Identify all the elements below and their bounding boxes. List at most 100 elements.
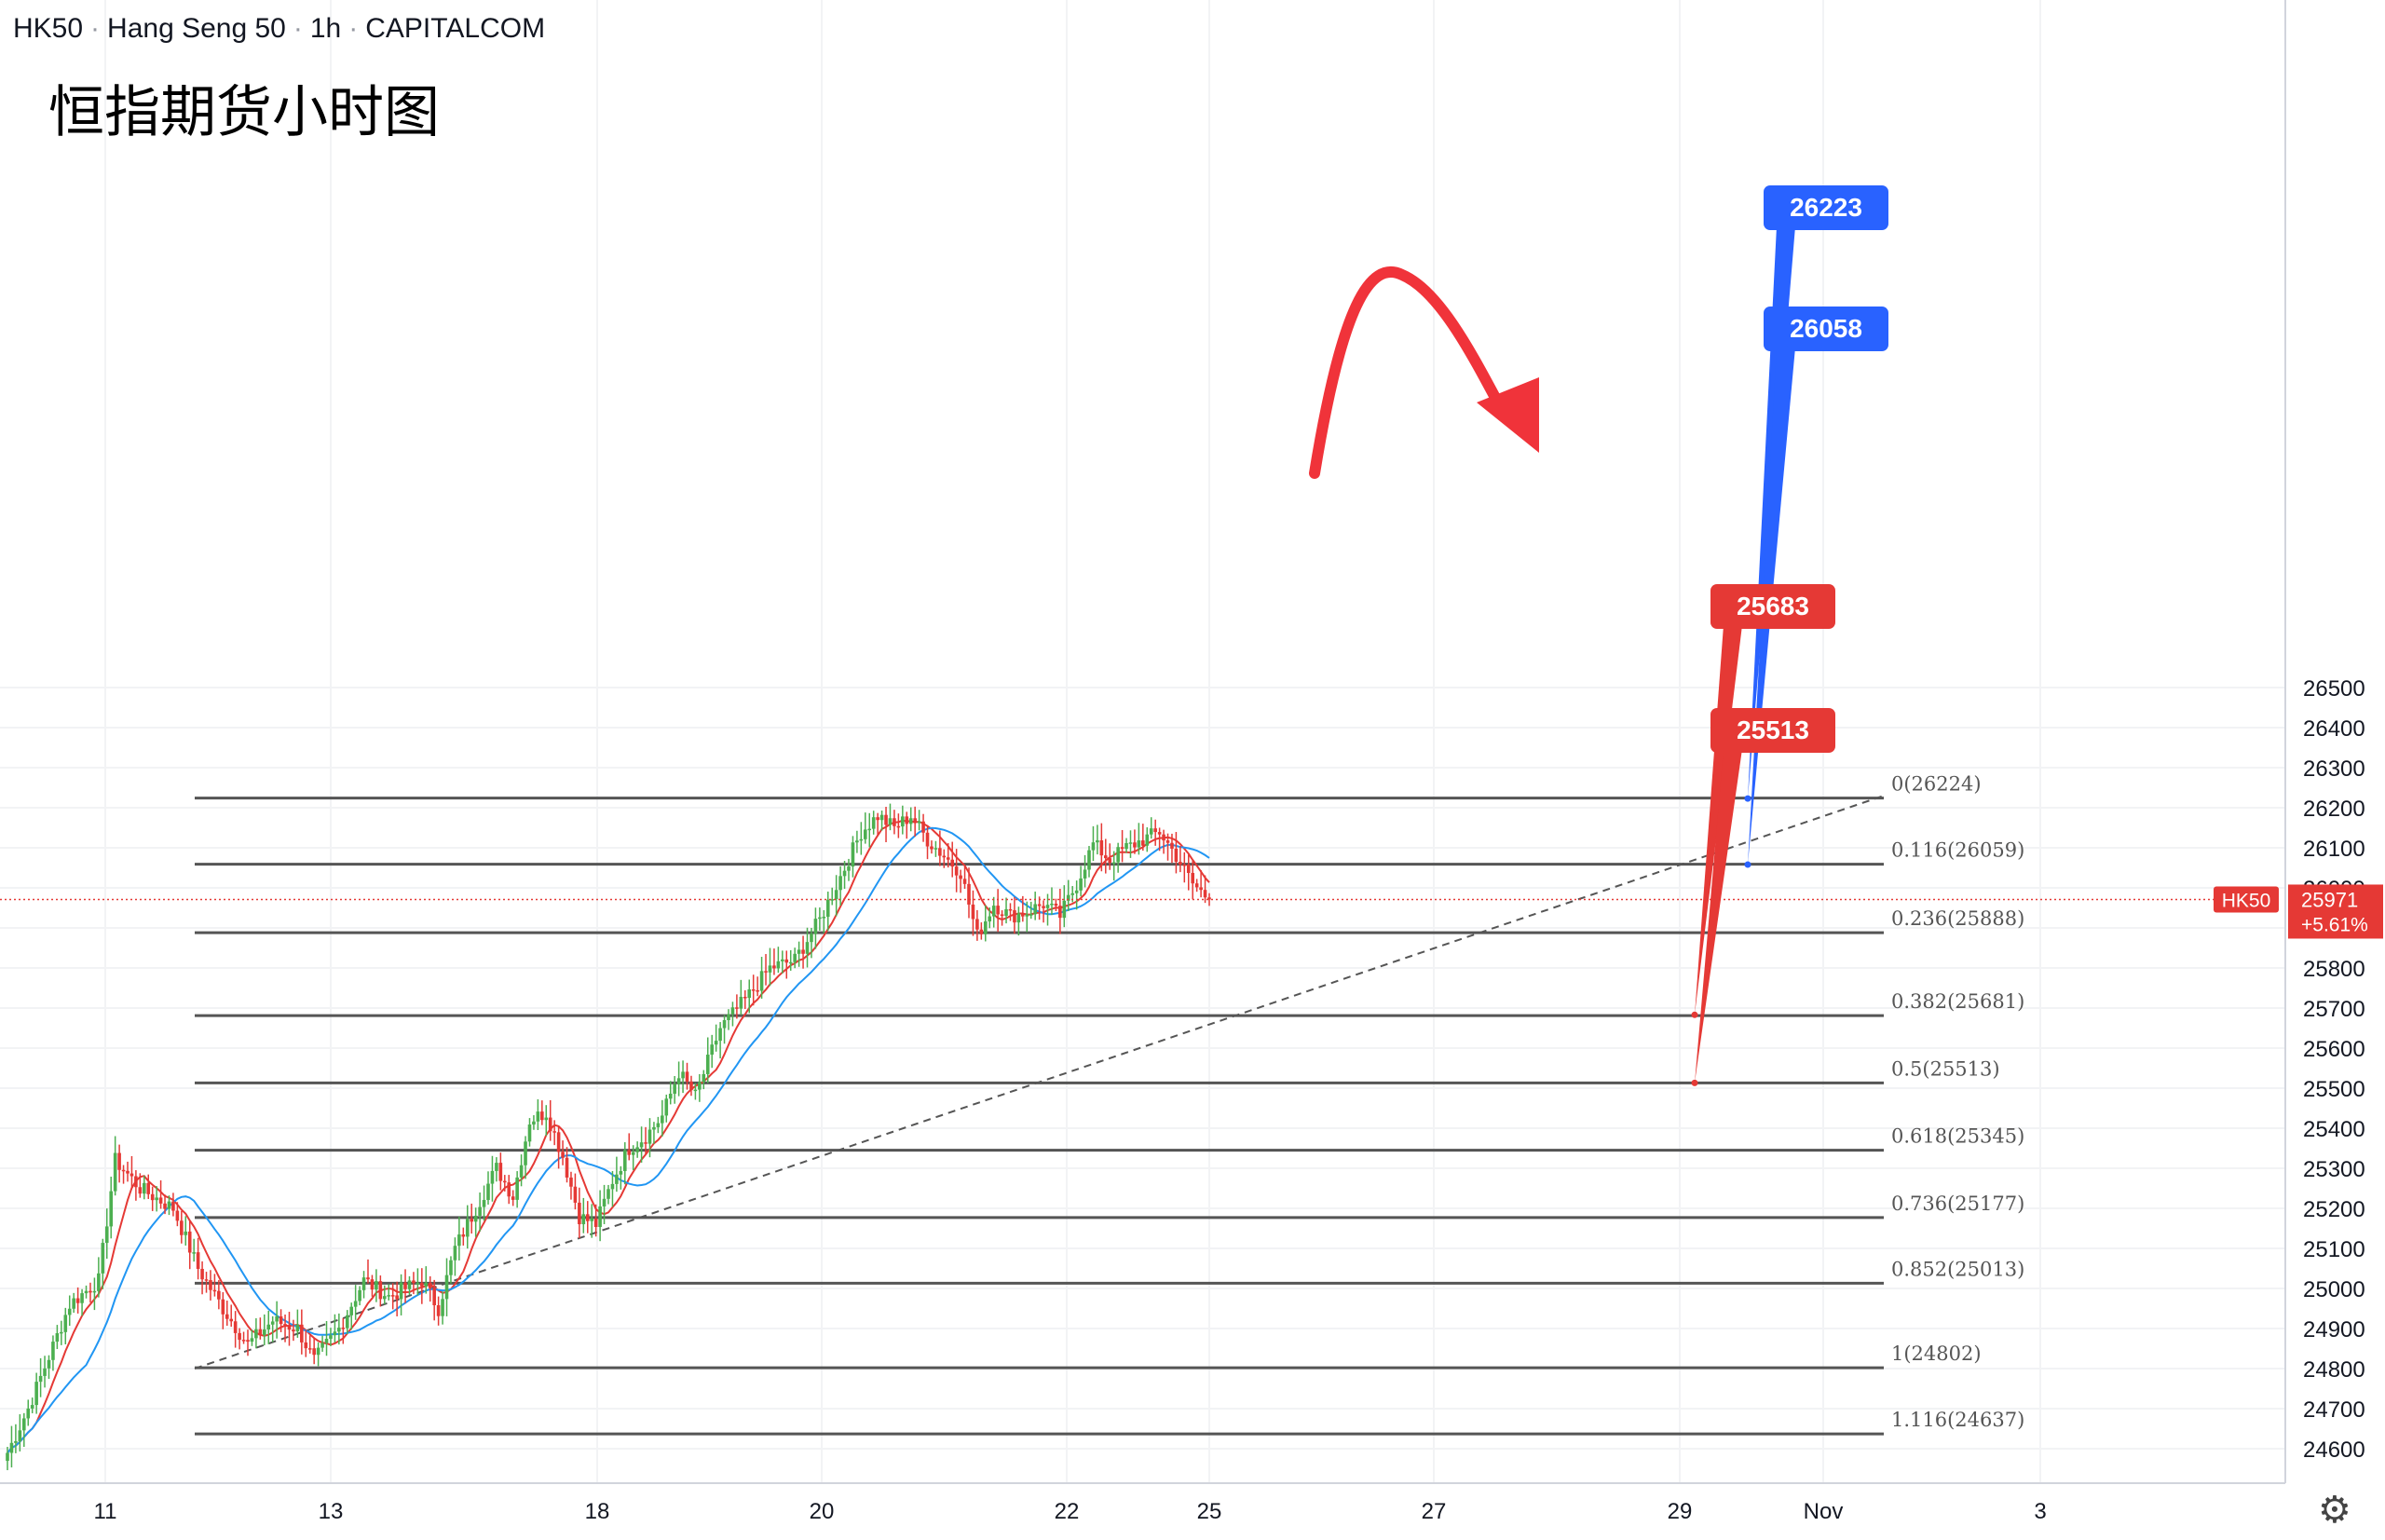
callout-value: 26058 [1790, 314, 1862, 343]
y-tick-label: 25600 [2303, 1037, 2365, 1062]
candle-body [689, 1081, 693, 1091]
candle-body [432, 1288, 436, 1306]
candle-body [847, 866, 851, 871]
candle-body [859, 838, 864, 841]
candle-body [80, 1293, 84, 1303]
gear-icon[interactable]: ⚙ [2318, 1490, 2351, 1531]
candle-body [644, 1142, 647, 1144]
candle-body [908, 818, 913, 825]
candle-body [403, 1282, 407, 1289]
candle-body [163, 1203, 167, 1209]
candle-body [353, 1301, 358, 1307]
candle-body [925, 832, 930, 847]
candle-body [187, 1231, 192, 1253]
candle-body [1128, 842, 1133, 844]
candle-body [668, 1093, 673, 1099]
candle-body [495, 1163, 498, 1171]
candle-body [129, 1173, 134, 1177]
candle-body [768, 965, 772, 973]
candle-body [784, 959, 789, 963]
candle-body [436, 1305, 441, 1316]
candle-body [126, 1170, 129, 1174]
candle-body [1058, 906, 1062, 919]
y-tick-label: 24700 [2303, 1397, 2365, 1423]
candle-body [89, 1290, 92, 1293]
candle-body [1141, 840, 1145, 846]
y-tick-label: 26500 [2303, 676, 2365, 702]
candle-body [101, 1243, 105, 1274]
candle-body [1124, 843, 1128, 850]
price-tag-value: 25971 [2301, 888, 2358, 911]
candle-body [664, 1098, 669, 1116]
candle-body [1070, 893, 1075, 895]
candle-body [647, 1129, 652, 1144]
grid-lines [0, 0, 2285, 1483]
candle-body [863, 829, 867, 839]
candle-body [221, 1299, 225, 1315]
candle-body [167, 1201, 171, 1209]
candle-body [337, 1328, 341, 1332]
candle-body [63, 1315, 68, 1332]
y-tick-label: 26300 [2303, 756, 2365, 782]
candle-body [1120, 847, 1124, 850]
candle-body [842, 870, 847, 877]
candle-body [6, 1452, 9, 1462]
candle-body [996, 906, 1000, 915]
candle-body [515, 1177, 519, 1200]
candle-body [92, 1290, 97, 1293]
candle-body [1149, 828, 1153, 835]
candle-body [279, 1316, 283, 1325]
candle-body [370, 1279, 375, 1290]
fib-level-label: 0.116(26059) [1891, 839, 2024, 862]
source-label: CAPITALCOM [365, 13, 546, 44]
candle-body [470, 1219, 474, 1222]
candle-body [722, 1019, 727, 1029]
callout-box [1710, 708, 1835, 753]
candle-body [113, 1152, 117, 1192]
fibonacci-retracement: 0(26224) 0.116(26059) 0.236(25888) 0.382(25… [195, 773, 2024, 1436]
candle-body [233, 1321, 238, 1333]
candle-body [449, 1260, 453, 1275]
candle-body [759, 971, 764, 991]
candle-body [975, 919, 979, 930]
candle-body [283, 1324, 287, 1326]
candle-body [1191, 872, 1195, 884]
candle-body [855, 840, 859, 843]
candle-body [884, 814, 888, 825]
candle-body [34, 1382, 38, 1406]
candle-body [590, 1218, 594, 1221]
candle-body [209, 1280, 212, 1290]
candle-body [51, 1342, 55, 1360]
candle-body [718, 1028, 722, 1042]
candle-body [1157, 832, 1162, 835]
interval-label[interactable]: 1h [309, 13, 342, 44]
candles [6, 803, 1211, 1471]
candle-body [714, 1041, 718, 1045]
candle-body [917, 821, 921, 824]
candle-body [378, 1281, 383, 1300]
candle-body [751, 988, 756, 991]
candle-body [26, 1408, 31, 1419]
candle-body [581, 1214, 586, 1225]
candle-body [1029, 914, 1033, 916]
y-tick-label: 26400 [2303, 716, 2365, 742]
x-tick-label: 20 [810, 1499, 835, 1524]
candle-body [292, 1329, 295, 1332]
candle-body [585, 1214, 590, 1221]
candle-body [300, 1324, 304, 1342]
moving-averages [7, 819, 1210, 1454]
candle-body [776, 961, 781, 969]
price-tag-box [2288, 884, 2383, 939]
y-tick-label: 24600 [2303, 1438, 2365, 1463]
candle-body [341, 1328, 346, 1329]
candle-body [735, 1007, 739, 1009]
callout-pointer [1695, 749, 1742, 1083]
candle-body [830, 899, 835, 901]
candle-body [967, 883, 971, 905]
candle-body [921, 821, 925, 833]
symbol-header[interactable]: HK50 · Hang Seng 50 · 1h · CAPITALCOM [13, 13, 545, 45]
candle-body [200, 1269, 204, 1280]
candle-body [1133, 842, 1137, 848]
candle-body [1099, 840, 1104, 856]
